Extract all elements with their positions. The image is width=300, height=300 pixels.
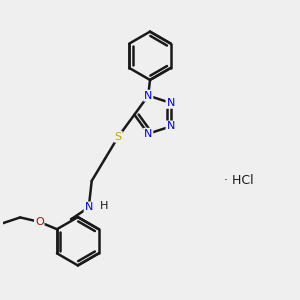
Text: O: O <box>35 217 44 227</box>
Text: N: N <box>85 202 93 212</box>
Text: N: N <box>167 98 175 108</box>
Text: · HCl: · HCl <box>224 174 253 188</box>
Text: N: N <box>144 91 152 100</box>
Text: N: N <box>144 129 152 139</box>
Text: H: H <box>100 201 108 211</box>
Text: N: N <box>167 122 175 131</box>
Text: S: S <box>115 132 122 142</box>
